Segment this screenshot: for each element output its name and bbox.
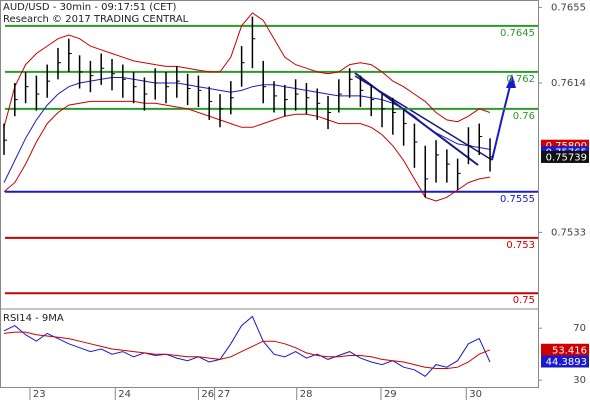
y-tick-label: 0.7533 [551, 227, 586, 238]
x-tick-label: 26 [201, 389, 214, 400]
x-tick-label: 28 [300, 389, 313, 400]
x-tick-label: 30 [469, 389, 482, 400]
chart-subtitle: Research © 2017 TRADING CENTRAL [3, 14, 189, 25]
level-label: 0.75 [513, 295, 535, 306]
series-line [3, 100, 491, 202]
price-marker-label: 53.416 [552, 345, 587, 356]
series-line [3, 331, 491, 369]
price-marker-label: 44.3893 [546, 357, 587, 368]
level-label: 0.753 [506, 240, 535, 251]
price-marker [541, 150, 589, 163]
price-marker [541, 343, 589, 356]
chart-title: AUD/USD - 30min - 09:17:51 (CET) [3, 2, 177, 13]
arrow-head [506, 74, 516, 88]
frame [0, 0, 539, 388]
x-tick-label: 23 [33, 389, 46, 400]
y-tick-label: 30 [573, 375, 586, 386]
series-line [3, 12, 491, 128]
y-tick-label: 0.7614 [551, 78, 586, 89]
series-line [3, 77, 491, 183]
y-tick-label: 0.7655 [551, 2, 586, 13]
forecast-arrow [491, 77, 513, 161]
indicator-title: RSI14 - 9MA [3, 313, 64, 324]
x-tick-label: 24 [118, 389, 131, 400]
price-marker-label: 0.75739 [546, 152, 587, 163]
level-label: 0.762 [506, 74, 535, 85]
trend-line [354, 75, 493, 161]
level-label: 0.7555 [500, 194, 535, 205]
x-tick-label: 29 [384, 389, 397, 400]
level-label: 0.7645 [500, 28, 535, 39]
x-tick-label: 27 [218, 389, 231, 400]
series-line [3, 315, 491, 377]
level-label: 0.76 [513, 111, 535, 122]
price-marker [541, 355, 589, 368]
y-tick-label: 70 [573, 323, 586, 334]
